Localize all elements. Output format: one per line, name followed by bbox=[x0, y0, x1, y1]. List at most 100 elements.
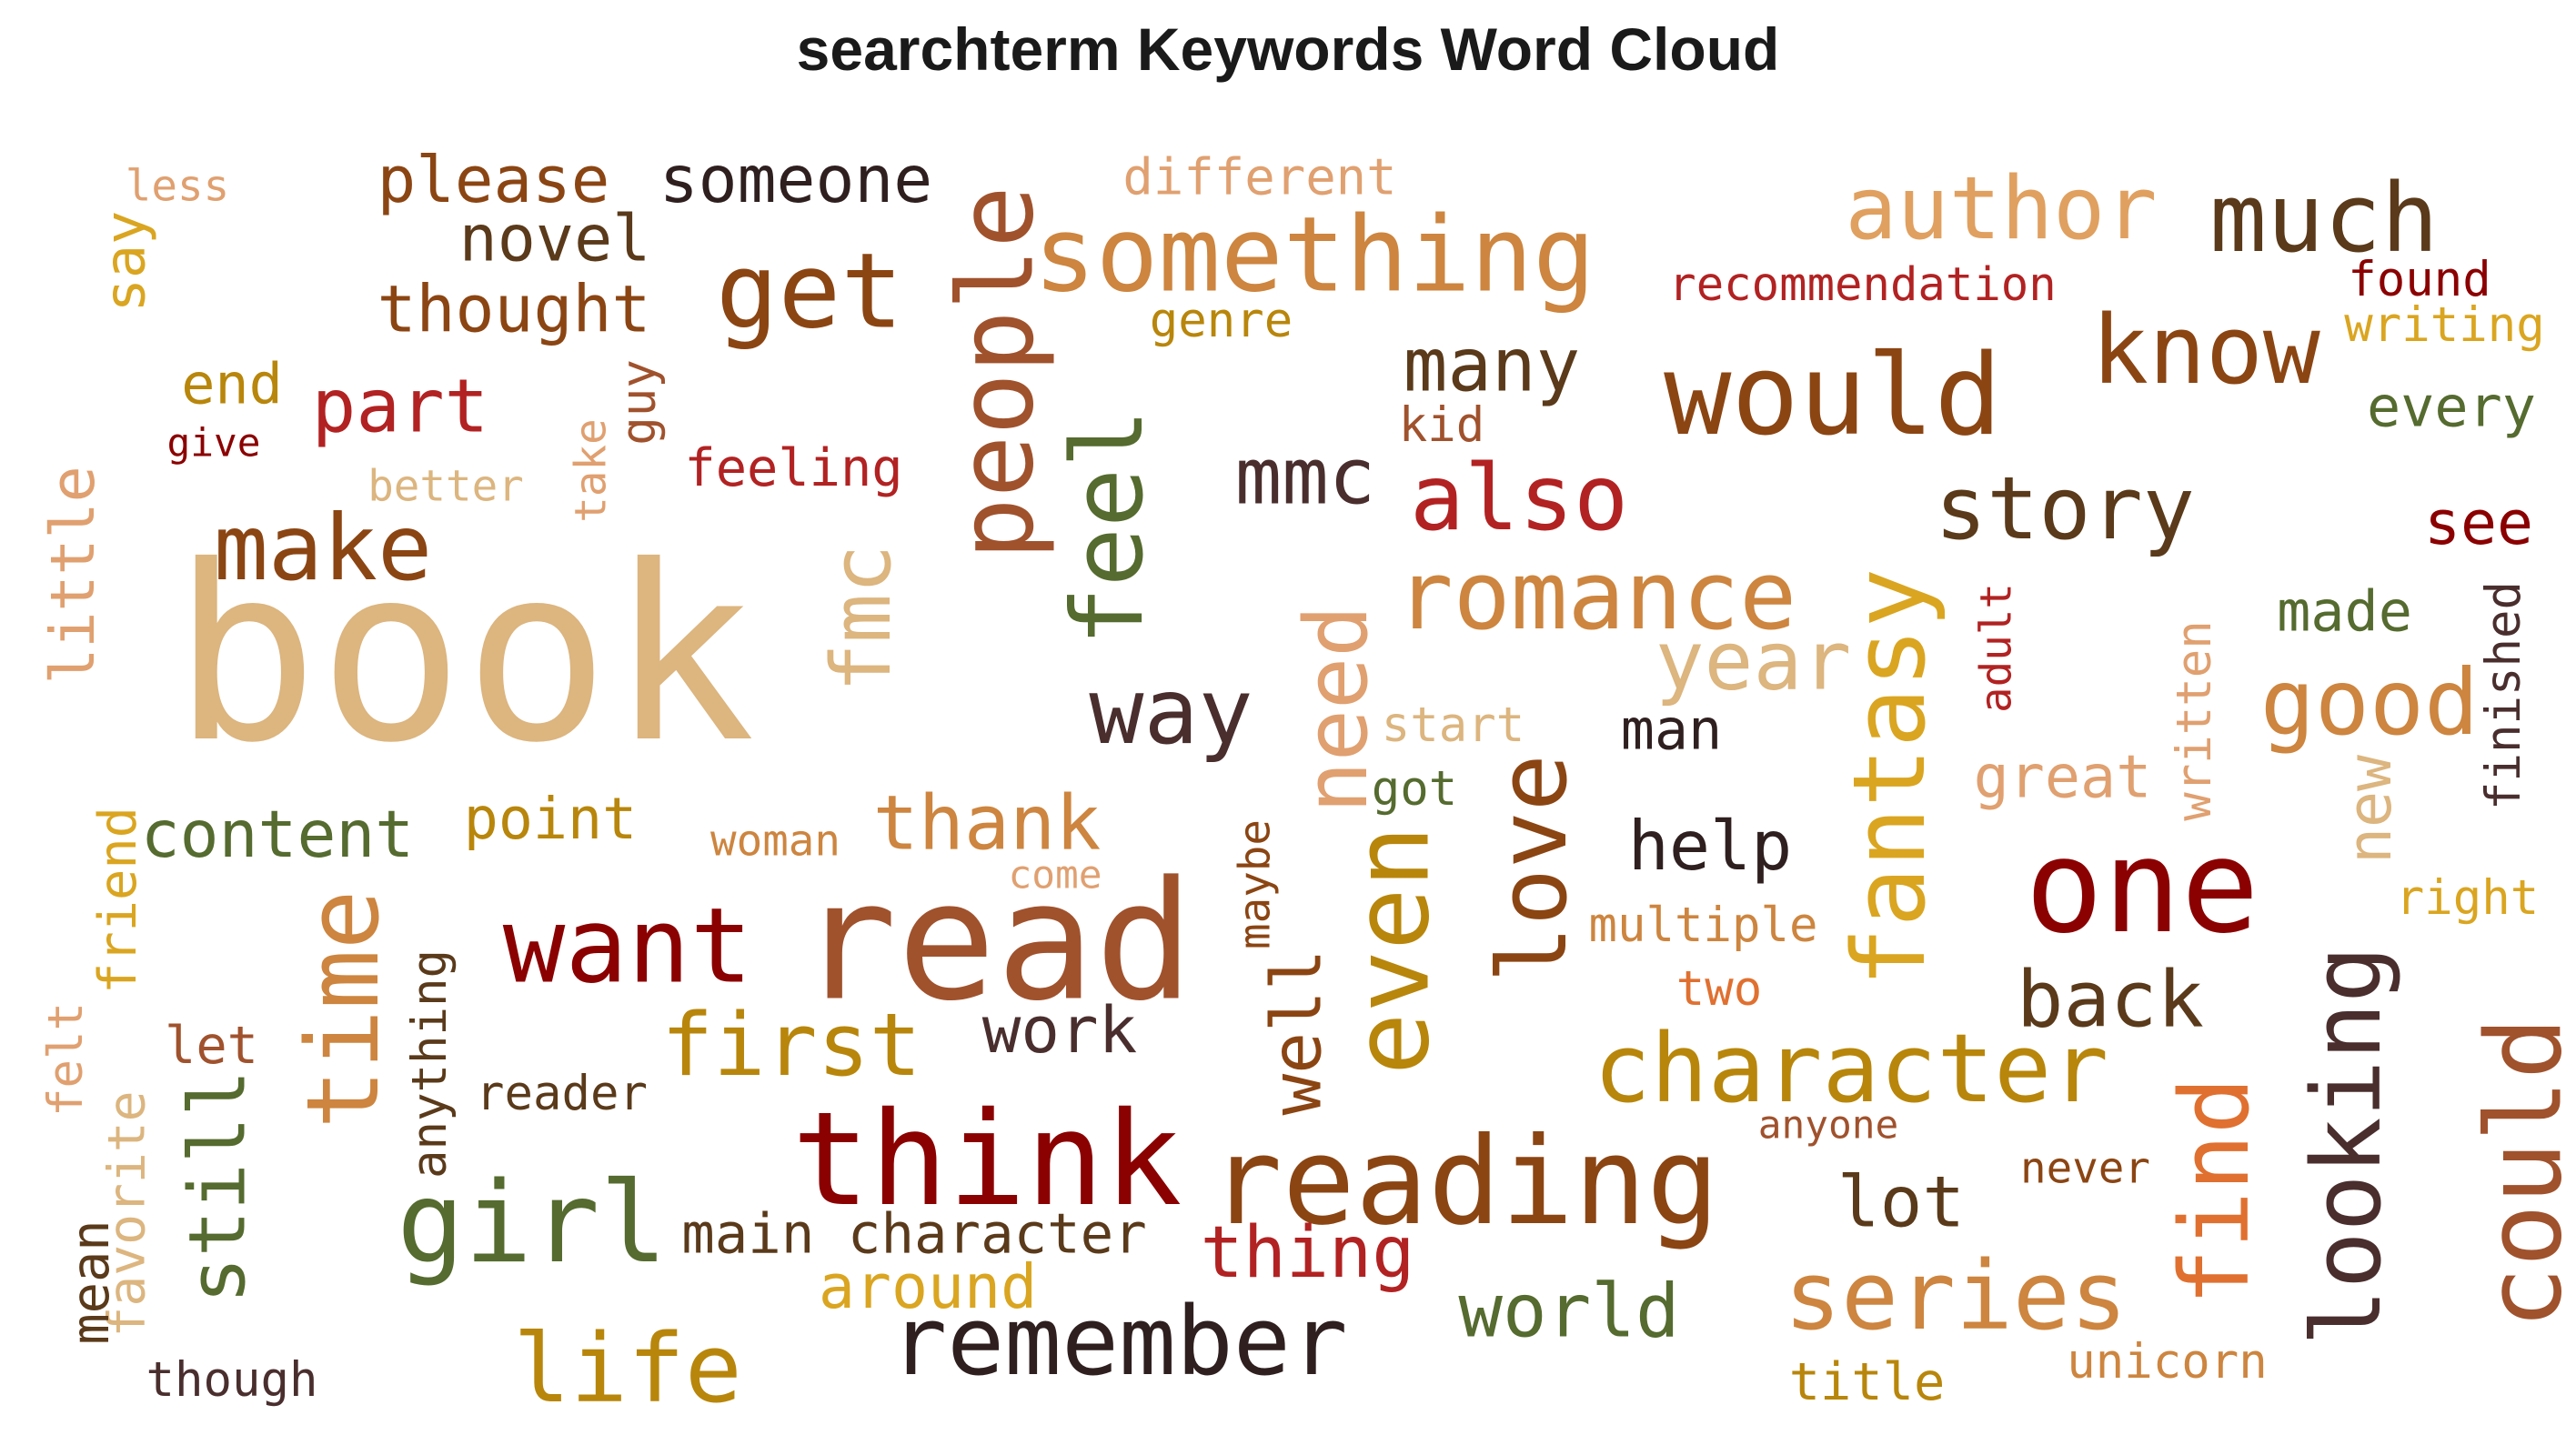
word-take: take bbox=[567, 418, 617, 522]
word-unicorn: unicorn bbox=[2067, 1334, 2267, 1390]
word-feel: feel bbox=[1050, 409, 1165, 647]
word-first: first bbox=[661, 996, 921, 1096]
word-come: come bbox=[1008, 853, 1102, 898]
word-help: help bbox=[1628, 806, 1793, 886]
word-series: series bbox=[1784, 1240, 2128, 1351]
word-well: well bbox=[1256, 948, 1337, 1115]
word-two: two bbox=[1676, 961, 1762, 1017]
word-good: good bbox=[2260, 649, 2479, 756]
word-though: though bbox=[146, 1352, 318, 1408]
word-man: man bbox=[1621, 697, 1723, 763]
word-know: know bbox=[2091, 295, 2320, 406]
word-someone: someone bbox=[659, 142, 932, 217]
word-work: work bbox=[982, 992, 1138, 1068]
word-novel: novel bbox=[459, 202, 651, 276]
word-let: let bbox=[165, 1016, 258, 1076]
word-world: world bbox=[1458, 1269, 1679, 1355]
word-life: life bbox=[513, 1313, 742, 1424]
word-thing: thing bbox=[1201, 1211, 1415, 1294]
word-adult: adult bbox=[1972, 583, 2022, 713]
word-reader: reader bbox=[476, 1066, 648, 1121]
word-new: new bbox=[2334, 754, 2405, 864]
word-want: want bbox=[503, 886, 753, 1007]
word-much: much bbox=[2209, 163, 2439, 274]
word-favorite: favorite bbox=[98, 1090, 157, 1337]
word-one: one bbox=[2025, 811, 2259, 962]
word-kid: kid bbox=[1399, 397, 1484, 453]
word-year: year bbox=[1655, 615, 1852, 709]
word-writing: writing bbox=[2344, 297, 2544, 353]
word-guy: guy bbox=[611, 359, 667, 445]
word-girl: girl bbox=[397, 1158, 667, 1289]
word-would: would bbox=[1664, 330, 2002, 461]
word-story: story bbox=[1935, 459, 2195, 559]
word-finished: finished bbox=[2476, 581, 2531, 810]
word-lot: lot bbox=[1837, 1162, 1966, 1244]
word-mean: mean bbox=[61, 1219, 121, 1344]
word-make: make bbox=[214, 495, 432, 601]
word-back: back bbox=[2017, 956, 2204, 1046]
word-please: please bbox=[377, 142, 610, 217]
word-get: get bbox=[716, 231, 903, 352]
word-made: made bbox=[2277, 579, 2412, 645]
word-main-character: main character bbox=[681, 1203, 1147, 1267]
word-feeling: feeling bbox=[684, 438, 902, 498]
word-less: less bbox=[126, 162, 229, 212]
word-part: part bbox=[312, 365, 489, 450]
word-got: got bbox=[1372, 761, 1457, 817]
word-thank: thank bbox=[873, 779, 1102, 868]
word-could: could bbox=[2464, 1017, 2576, 1329]
chart-title: searchterm Keywords Word Cloud bbox=[796, 15, 1780, 83]
word-love: love bbox=[1477, 754, 1588, 983]
word-give: give bbox=[166, 421, 260, 467]
word-reading: reading bbox=[1210, 1112, 1720, 1252]
word-thought: thought bbox=[377, 272, 651, 347]
word-found: found bbox=[2348, 252, 2490, 307]
word-romance: romance bbox=[1396, 540, 1796, 651]
word-book: book bbox=[173, 514, 756, 796]
word-different: different bbox=[1122, 148, 1396, 207]
word-still: still bbox=[174, 1069, 264, 1303]
word-something: something bbox=[1033, 195, 1595, 316]
word-multiple: multiple bbox=[1589, 898, 1818, 953]
word-also: also bbox=[1410, 445, 1628, 551]
word-start: start bbox=[1382, 697, 1524, 753]
word-way: way bbox=[1089, 658, 1253, 765]
word-say: say bbox=[93, 211, 158, 313]
word-many: many bbox=[1404, 324, 1581, 409]
word-never: never bbox=[2020, 1144, 2150, 1194]
word-see: see bbox=[2424, 487, 2533, 558]
word-anything: anything bbox=[402, 949, 458, 1179]
word-woman: woman bbox=[710, 817, 840, 867]
word-need: need bbox=[1287, 606, 1387, 814]
word-fmc: fmc bbox=[814, 544, 910, 692]
word-think: think bbox=[792, 1084, 1182, 1235]
word-better: better bbox=[367, 462, 524, 512]
word-point: point bbox=[464, 785, 638, 852]
word-looking: looking bbox=[2291, 946, 2402, 1346]
word-content: content bbox=[141, 797, 414, 872]
word-author: author bbox=[1845, 159, 2157, 259]
word-around: around bbox=[819, 1251, 1037, 1322]
word-right: right bbox=[2396, 870, 2539, 926]
word-every: every bbox=[2367, 375, 2536, 440]
word-find: find bbox=[2159, 1077, 2270, 1306]
word-recommendation: recommendation bbox=[1668, 257, 2056, 311]
word-maybe: maybe bbox=[1231, 819, 1281, 949]
word-title: title bbox=[1789, 1352, 1946, 1412]
word-end: end bbox=[181, 352, 283, 417]
word-anyone: anyone bbox=[1758, 1103, 1899, 1149]
word-remember: remember bbox=[890, 1286, 1347, 1397]
word-people: people bbox=[936, 186, 1057, 560]
word-mmc: mmc bbox=[1235, 433, 1375, 523]
word-written: written bbox=[2167, 620, 2222, 820]
word-fantasy: fantasy bbox=[1832, 568, 1947, 988]
word-genre: genre bbox=[1150, 293, 1293, 348]
word-even: even bbox=[1332, 826, 1453, 1076]
word-character: character bbox=[1594, 1013, 2108, 1124]
word-felt: felt bbox=[38, 1002, 94, 1117]
word-great: great bbox=[1974, 744, 2152, 812]
word-little: little bbox=[37, 466, 108, 684]
